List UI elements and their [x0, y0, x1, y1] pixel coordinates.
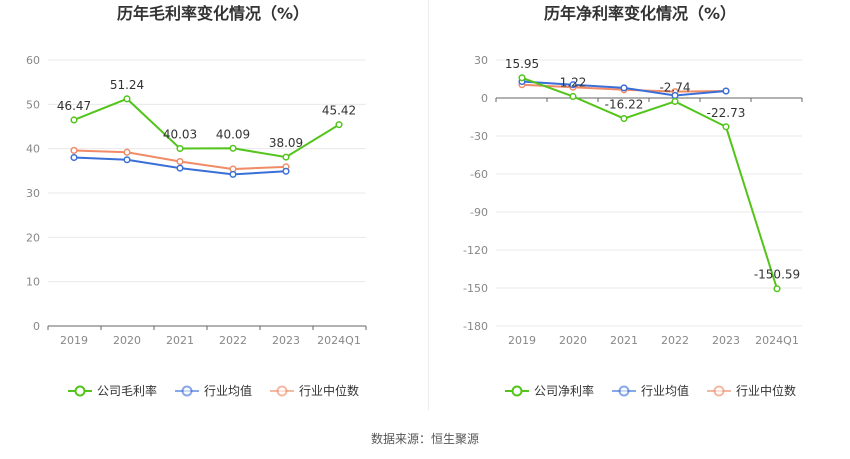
chart1-xtick-label: 2022: [219, 334, 247, 347]
chart2-series-point-0: [773, 285, 781, 293]
chart2-series-point-1: [569, 81, 577, 89]
chart1-legend-label: 行业均值: [204, 383, 252, 398]
chart2-legend-label: 行业中位数: [736, 383, 796, 398]
chart2-xtick-label: 2020: [559, 334, 587, 347]
chart2-ytick-label: -60: [470, 168, 488, 181]
chart2-series-line-0: [521, 76, 778, 290]
chart1-legend-item-0: 公司毛利率: [68, 383, 157, 398]
chart1-xtick-label: 2021: [166, 334, 194, 347]
chart2-data-label: 15.95: [505, 57, 539, 71]
chart1-series-point-0: [282, 153, 290, 161]
chart1-data-label: 40.09: [216, 127, 250, 141]
chart1-legend-item-2: 行业中位数: [270, 383, 359, 398]
chart2-legend-label: 公司净利率: [534, 383, 594, 398]
chart1-series-line-0: [73, 97, 340, 159]
chart1-legend-marker: [181, 385, 193, 397]
chart1-series-point-1: [229, 170, 237, 178]
panel-divider: [428, 0, 429, 410]
chart1-series-point-1: [123, 156, 131, 164]
chart1-series-point-1: [282, 167, 290, 175]
chart1-ytick-label: 60: [26, 54, 40, 67]
chart2-series-point-0: [671, 97, 679, 106]
chart1-series-point-2: [176, 157, 184, 166]
chart1-data-label: 46.47: [57, 99, 91, 113]
chart1-ytick-label: 20: [26, 231, 40, 244]
data-source-label: 数据来源：恒生聚源: [370, 432, 479, 446]
chart2-legend-marker: [618, 385, 630, 397]
chart1-xtick-label: 2024Q1: [317, 334, 361, 347]
chart2-ytick-label: -90: [470, 206, 488, 219]
chart2-xtick-label: 2024Q1: [755, 334, 799, 347]
chart1-xtick-label: 2020: [113, 334, 141, 347]
chart1-data-label: 40.03: [163, 128, 197, 142]
chart2-data-label: -22.73: [707, 106, 746, 120]
chart2: 历年净利率变化情况（%） -180 -150 -120 -90 -60 -30 0 30 2019…: [463, 4, 803, 398]
chart1-legend-label: 行业中位数: [299, 383, 359, 398]
chart2-legend-marker: [511, 385, 523, 397]
chart2-ytick-label: -120: [463, 244, 488, 257]
chart2-data-label: 1.22: [560, 75, 587, 89]
chart1-series-point-1: [176, 164, 184, 172]
chart2-ytick-label: -150: [463, 282, 488, 295]
chart1-series-point-0: [335, 121, 343, 129]
chart2-series-point-1: [722, 87, 730, 95]
chart1-series-point-2: [123, 148, 131, 156]
chart2-xtick-label: 2023: [712, 334, 740, 347]
chart1-series-point-0: [123, 95, 131, 103]
chart1-data-label: 38.09: [269, 136, 303, 150]
chart1-data-label: 51.24: [110, 78, 144, 92]
chart2-data-label: -2.74: [659, 80, 690, 94]
chart2-xtick-label: 2021: [610, 334, 638, 347]
chart1-xtick-label: 2019: [60, 334, 88, 347]
chart1-series-point-2: [70, 146, 78, 154]
chart2-data-label: -16.22: [605, 98, 644, 112]
chart2-xtick-label: 2019: [508, 334, 536, 347]
chart1-series-point-0: [176, 144, 184, 153]
chart2-ytick-label: -30: [470, 130, 488, 143]
chart1-legend-item-1: 行业均值: [175, 383, 252, 398]
chart2-ytick-label: 30: [474, 54, 488, 67]
chart1-legend-marker: [276, 385, 288, 397]
chart1-ytick-label: 0: [33, 320, 40, 333]
chart1-ytick-label: 40: [26, 143, 40, 156]
chart2-xtick-label: 2022: [661, 334, 689, 347]
chart2-series-point-0: [722, 123, 730, 131]
chart2-series-point-1: [620, 84, 628, 92]
chart1: 历年毛利率变化情况（%） 0 10 20 30 40 50 60 2019 2020 2021 202…: [26, 4, 367, 398]
chart1-series-point-0: [70, 116, 78, 124]
chart1-series-point-0: [229, 144, 237, 152]
chart2-legend-marker: [713, 385, 725, 397]
chart1-series-point-1: [70, 153, 78, 162]
chart1-title: 历年毛利率变化情况（%）: [117, 4, 309, 23]
chart2-legend-label: 行业均值: [641, 383, 689, 398]
chart1-ytick-label: 30: [26, 187, 40, 200]
chart2-data-label: -150.59: [754, 268, 800, 282]
chart2-ytick-label: 0: [481, 92, 488, 105]
chart1-ytick-label: 10: [26, 276, 40, 289]
chart2-legend-item-2: 行业中位数: [707, 383, 796, 398]
chart2-legend-item-1: 行业均值: [612, 383, 689, 398]
chart2-legend-item-0: 公司净利率: [505, 383, 594, 398]
chart2-title: 历年净利率变化情况（%）: [544, 4, 736, 23]
chart2-series-point-0: [620, 114, 628, 123]
chart1-legend-label: 公司毛利率: [97, 383, 157, 398]
chart1-legend-marker: [74, 385, 86, 397]
chart1-ytick-label: 50: [26, 98, 40, 111]
chart1-data-label: 45.42: [322, 104, 356, 118]
chart2-series-point-0: [518, 74, 526, 82]
chart2-series-point-0: [569, 92, 577, 101]
chart2-ytick-label: -180: [463, 320, 488, 333]
chart1-xtick-label: 2023: [272, 334, 300, 347]
